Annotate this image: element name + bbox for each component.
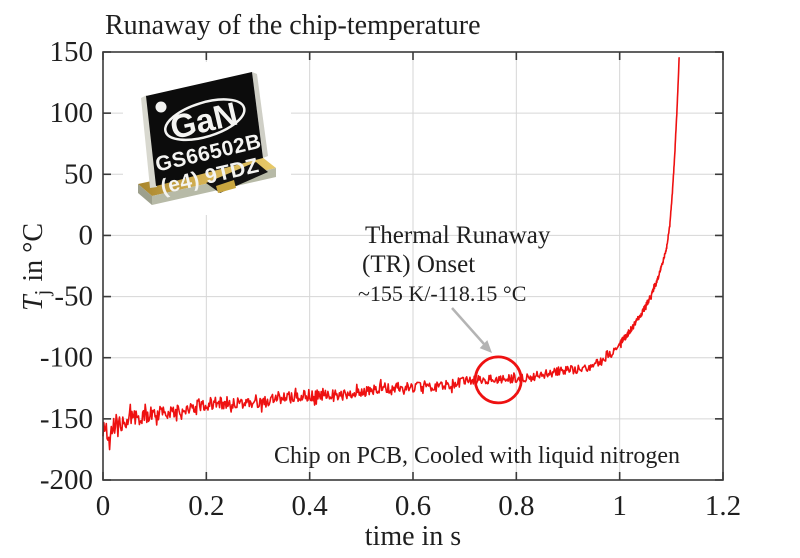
y-axis-label-symbol: T	[18, 293, 49, 311]
chip-base-top	[138, 157, 276, 196]
x-tick-label: 1	[612, 490, 627, 522]
x-tick-label: 0	[96, 490, 111, 522]
annotation-line-1: Thermal Runaway	[365, 222, 551, 249]
x-tick-label: 1.2	[705, 490, 741, 522]
chip-edge-left	[141, 95, 157, 188]
chip-edge-right	[252, 72, 268, 158]
plot-frame	[102, 51, 724, 481]
chip-pin1-dot	[155, 101, 167, 113]
annotation-line-2: (TR) Onset	[362, 251, 475, 278]
y-tick-label: -200	[40, 464, 93, 496]
y-tick-label: 0	[79, 219, 94, 251]
chip-base-left	[138, 184, 152, 205]
x-tick-label: 0.6	[395, 490, 431, 522]
y-tick-label: -150	[40, 403, 93, 435]
annotation-arrow	[451, 307, 485, 345]
y-tick-label: -50	[54, 281, 93, 313]
y-tick-labels: 150 100 50 0 -50 -100 -150 -200	[40, 36, 93, 496]
y-axis-label-subscript: j	[30, 290, 54, 297]
x-axis-label: time in s	[365, 521, 461, 552]
chip-base-pad	[216, 180, 236, 193]
chart-title: Runaway of the chip-temperature	[105, 10, 481, 41]
x-tick-label: 0.4	[292, 490, 329, 522]
y-axis-label-rest: in °C	[18, 223, 49, 282]
chip-photo-inset: GaN GS66502B (e4) 9TDZ	[123, 62, 291, 215]
x-tick-label: 0.2	[188, 490, 224, 522]
x-tick-labels: 0 0.2 0.4 0.6 0.8 1 1.2	[96, 490, 741, 522]
temperature-curve	[102, 57, 680, 451]
annotation-thermal-runaway: Thermal Runaway (TR) Onset ~155 K/-118.1…	[358, 222, 551, 405]
annotation-line-3: ~155 K/-118.15 °C	[358, 281, 526, 306]
y-axis-label: Tj in °C	[18, 223, 54, 311]
chip-logo-swoosh	[164, 98, 246, 142]
chart-footnote: Chip on PCB, Cooled with liquid nitrogen	[274, 443, 680, 469]
y-tick-label: 100	[50, 97, 94, 129]
annotation-arrowhead	[479, 340, 492, 353]
tr-onset-circle	[473, 355, 523, 405]
y-tick-label: 150	[50, 36, 94, 68]
y-tick-label: -100	[40, 342, 93, 374]
x-tick-label: 0.8	[498, 490, 534, 522]
y-tick-label: 50	[64, 158, 93, 190]
